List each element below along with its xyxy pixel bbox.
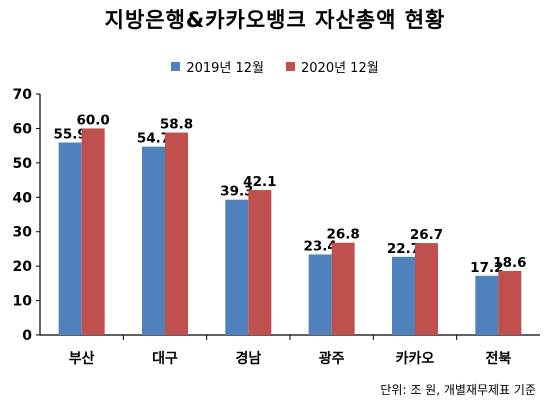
bar-2020 (415, 243, 438, 335)
legend-swatch-2019 (171, 62, 181, 71)
y-tick-label: 0 (22, 328, 32, 344)
y-tick-label: 20 (13, 259, 33, 275)
data-label: 23.4 (304, 238, 337, 254)
y-tick-label: 70 (13, 87, 33, 103)
y-tick-label: 40 (13, 190, 33, 206)
x-tick-label: 대구 (152, 351, 178, 367)
chart-title: 지방은행&카카오뱅크 자산총액 현황 (104, 8, 446, 32)
bar-2019 (308, 254, 332, 335)
bar-2019 (392, 256, 415, 335)
legend-label-2019: 2019년 12월 (186, 61, 264, 76)
x-tick-label: 카카오 (396, 351, 435, 367)
y-tick-label: 10 (13, 294, 33, 310)
data-label: 39.3 (220, 184, 253, 200)
bar-2019 (225, 199, 249, 335)
y-tick-label: 30 (13, 225, 33, 241)
data-label: 26.8 (327, 227, 360, 243)
data-label: 17.2 (470, 260, 503, 276)
data-label: 60.0 (77, 112, 110, 128)
bar-2019 (475, 275, 499, 335)
bar-2019 (142, 146, 165, 335)
legend-swatch-2020 (286, 62, 295, 71)
legend-item-2019: 2019년 12월 (171, 57, 264, 76)
legend-label-2020: 2020년 12월 (301, 61, 379, 76)
x-tick-label: 경남 (235, 350, 261, 367)
bar-2019 (58, 142, 82, 335)
bar-2020 (248, 190, 272, 335)
bar-2020 (165, 132, 188, 335)
data-label: 26.7 (410, 227, 443, 243)
x-tick-label: 부산 (69, 350, 95, 367)
bar-2020 (331, 242, 355, 335)
data-label: 58.8 (160, 117, 193, 133)
bar-2020 (498, 270, 522, 335)
data-label: 55.9 (54, 127, 87, 143)
data-label: 22.7 (387, 241, 420, 257)
legend: 2019년 12월 2020년 12월 (0, 57, 550, 76)
x-tick-label: 전북 (485, 350, 511, 367)
legend-item-2020: 2020년 12월 (286, 57, 379, 76)
x-tick-label: 광주 (319, 350, 345, 367)
data-label: 54.7 (137, 131, 170, 147)
bar-2020 (81, 128, 105, 335)
y-tick-label: 60 (13, 121, 33, 137)
data-label: 42.1 (243, 174, 276, 190)
data-label: 18.6 (493, 255, 526, 271)
source-note: 단위: 조 원, 개별재무제표 기준 (380, 383, 536, 397)
y-tick-label: 50 (13, 156, 33, 172)
